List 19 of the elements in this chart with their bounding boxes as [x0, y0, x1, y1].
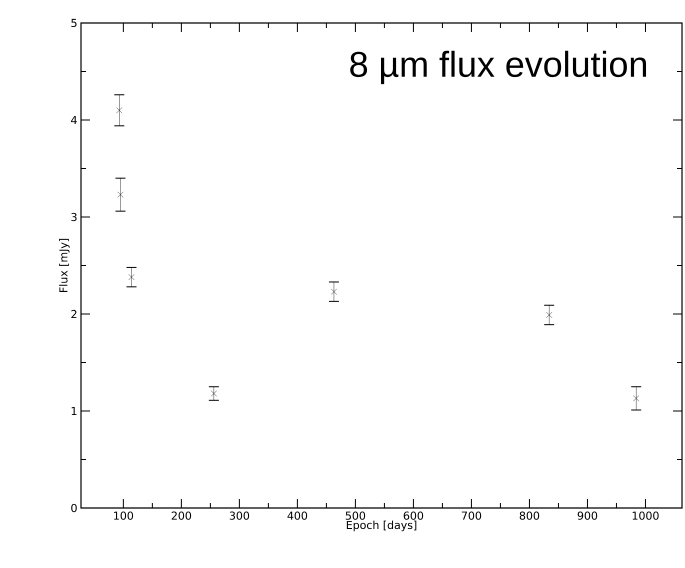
x-tick-label: 400: [287, 512, 308, 520]
x-tick-label: 600: [404, 512, 424, 520]
x-tick-label: 800: [520, 512, 540, 520]
annotation: 8 µm flux evolution: [350, 50, 646, 84]
x-tick-label: 200: [172, 512, 192, 520]
x-axis-title: Epoch [days]: [346, 520, 416, 532]
y-tick-label: 5: [71, 18, 77, 28]
y-tick-label: 2: [71, 310, 76, 318]
x-tick-label: 700: [462, 512, 482, 520]
y-axis-title: Flux [mJy]: [59, 238, 70, 292]
y-tick-label: 4: [71, 116, 77, 124]
y-tick-label: 1: [72, 406, 76, 415]
x-tick-label: 100: [114, 512, 134, 520]
x-tick-label: 1000: [632, 512, 659, 520]
y-tick-label: 3: [71, 212, 77, 222]
x-tick-label: 500: [346, 512, 366, 520]
x-tick-label: 900: [578, 512, 598, 520]
x-tick-label: 300: [230, 512, 250, 520]
y-tick-label: 0: [71, 504, 77, 512]
